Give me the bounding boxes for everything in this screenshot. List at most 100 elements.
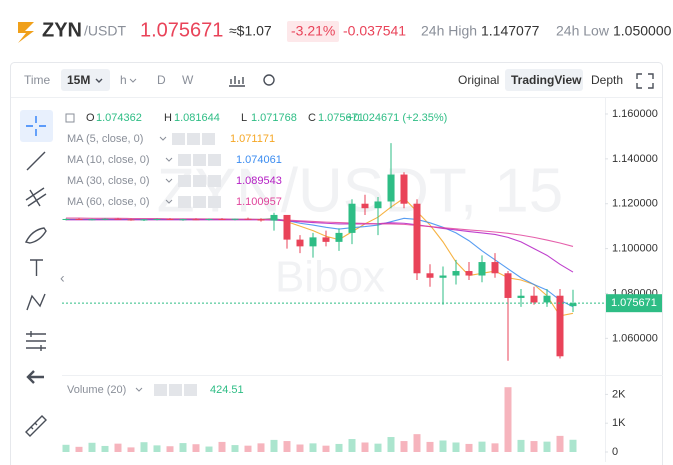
interval-option[interactable]: D	[157, 73, 166, 87]
volume-title: Volume (20)	[67, 384, 126, 396]
chart-card	[10, 62, 663, 465]
y-tick-label: 1K	[612, 417, 626, 429]
ohlc-value: 1.081644	[174, 112, 220, 124]
candle-body	[335, 232, 343, 242]
last-price: 1.075671	[140, 19, 223, 41]
high: 1.147077	[481, 23, 540, 39]
pattern-tool[interactable]	[26, 293, 46, 311]
text-tool[interactable]	[30, 259, 43, 276]
candle-body	[309, 237, 317, 247]
volume-bar	[179, 443, 187, 452]
chevron	[159, 136, 167, 141]
volume-bar	[543, 441, 551, 452]
low: 1.050000	[613, 23, 672, 39]
tool-selected[interactable]	[20, 110, 53, 142]
candle-body	[517, 295, 525, 298]
view-option[interactable]: Original	[458, 73, 499, 87]
ma-control[interactable]	[208, 175, 221, 187]
chevron	[165, 178, 173, 183]
volume-bar	[231, 445, 239, 452]
volume-bar	[88, 442, 96, 452]
candle-body	[283, 214, 291, 240]
ma-control[interactable]	[172, 133, 185, 145]
candle-body	[270, 214, 278, 221]
y-tick-label: 1.060000	[612, 332, 658, 344]
time-button[interactable]: Time	[24, 73, 51, 87]
interval-option[interactable]: h	[120, 73, 127, 87]
ohlc-value: 1.075671	[318, 112, 364, 124]
candle-body	[231, 218, 239, 220]
brush-tool[interactable]	[24, 227, 47, 244]
ma-control[interactable]	[208, 196, 221, 208]
volume-bar	[192, 444, 200, 452]
candle-body	[140, 219, 148, 221]
volume-bar	[140, 442, 148, 452]
volume-bar	[101, 445, 109, 452]
logo	[18, 22, 34, 43]
candle-body	[62, 218, 70, 220]
candle-body	[387, 174, 395, 202]
volume-bar	[114, 443, 122, 452]
ma-control[interactable]	[193, 175, 206, 187]
volume-bar	[296, 444, 304, 452]
candle-body	[439, 275, 447, 278]
chevron	[165, 199, 173, 204]
settings-icon[interactable]	[263, 74, 275, 86]
collapse-arrow[interactable]: ‹	[60, 270, 65, 286]
crosshair-tool[interactable]	[26, 116, 46, 136]
candle-body	[348, 203, 356, 233]
usd-price: ≈$1.07	[229, 23, 272, 39]
ohlc-value: 1.074362	[96, 112, 142, 124]
view-active[interactable]	[505, 69, 583, 91]
volume-bar	[218, 441, 226, 452]
volume-bar	[127, 447, 135, 452]
line-tool[interactable]	[26, 151, 46, 171]
view-option[interactable]: Depth	[591, 73, 623, 87]
back-tool[interactable]	[26, 370, 44, 384]
ma-control[interactable]	[178, 154, 191, 166]
volume-control[interactable]	[169, 384, 182, 396]
ruler-tool[interactable]	[25, 415, 47, 437]
candle-body	[75, 218, 83, 220]
volume-control[interactable]	[154, 384, 167, 396]
view-option[interactable]: TradingView	[511, 73, 582, 87]
volume-bar	[166, 446, 174, 452]
ma-control[interactable]	[193, 154, 206, 166]
ma-control[interactable]	[193, 196, 206, 208]
fib-tool[interactable]	[25, 187, 47, 207]
volume-bar	[205, 446, 213, 452]
candle-body	[478, 262, 486, 276]
volume-control[interactable]	[184, 384, 197, 396]
candle-body	[543, 295, 551, 303]
volume-bar	[426, 441, 434, 452]
volume-bar	[478, 441, 486, 452]
candle-body	[244, 218, 252, 220]
measure-tool[interactable]	[26, 331, 46, 351]
indicator-icon[interactable]	[229, 76, 245, 87]
ma-name: MA (10, close, 0)	[67, 154, 150, 166]
volume-bar	[374, 443, 382, 452]
ohlc-key: L	[241, 112, 247, 124]
candle-body	[101, 218, 109, 220]
ma-control[interactable]	[187, 133, 200, 145]
ma-control[interactable]	[202, 133, 215, 145]
fullscreen-icon[interactable]	[636, 73, 654, 89]
interval-box[interactable]	[61, 69, 110, 91]
ma-control[interactable]	[178, 196, 191, 208]
watermark: Bibox	[275, 253, 385, 302]
candle-body	[205, 218, 213, 220]
volume-bar	[153, 445, 161, 452]
interval-option[interactable]: W	[182, 73, 194, 87]
ma-control[interactable]	[178, 175, 191, 187]
volume-bar	[452, 442, 460, 452]
candle-body	[413, 203, 421, 274]
volume-bar	[348, 439, 356, 452]
ma-control[interactable]	[208, 154, 221, 166]
volume-bar	[270, 439, 278, 452]
interval[interactable]: 15M	[67, 73, 90, 87]
legend-toggle[interactable]	[65, 113, 75, 123]
symbol: ZYN	[42, 19, 82, 41]
ma-name: MA (30, close, 0)	[67, 175, 150, 187]
volume-value: 424.51	[210, 384, 244, 396]
